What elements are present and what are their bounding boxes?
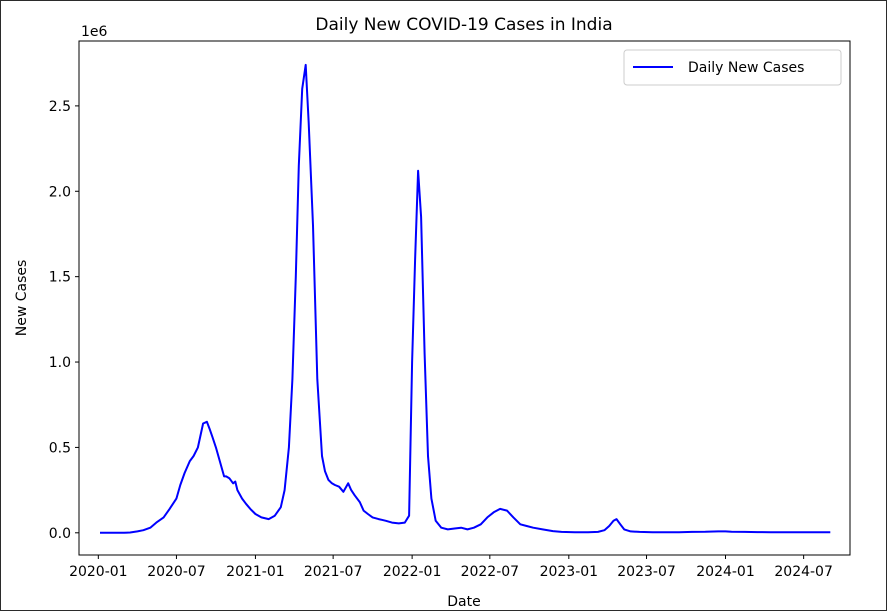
y-offset-label: 1e6 bbox=[81, 24, 108, 40]
x-tick-label: 2023-07 bbox=[617, 564, 676, 580]
x-tick-label: 2020-07 bbox=[147, 564, 206, 580]
y-tick-label: 0.0 bbox=[49, 526, 71, 542]
plot-area bbox=[100, 63, 831, 534]
y-tick-label: 0.5 bbox=[49, 440, 71, 456]
x-tick-label: 2024-07 bbox=[774, 564, 833, 580]
x-tick-label: 2022-07 bbox=[461, 564, 520, 580]
y-tick-label: 1.0 bbox=[49, 355, 71, 371]
axes-frame bbox=[78, 40, 851, 556]
chart-title: Daily New COVID-19 Cases in India bbox=[315, 15, 612, 35]
y-axis: 0.0 0.5 1.0 1.5 2.0 2.5 bbox=[49, 99, 79, 542]
y-axis-label: New Cases bbox=[14, 260, 30, 337]
y-tick-label: 1.5 bbox=[49, 270, 71, 286]
x-axis: 2020-01 2020-07 2021-01 2021-07 2022-01 2022-… bbox=[69, 555, 833, 580]
x-tick-label: 2022-01 bbox=[383, 564, 442, 580]
legend: Daily New Cases bbox=[623, 49, 842, 86]
x-tick-label: 2020-01 bbox=[69, 564, 128, 580]
series-line-daily-new-cases bbox=[100, 63, 831, 534]
y-tick-label: 2.0 bbox=[49, 184, 71, 200]
legend-box bbox=[623, 49, 842, 86]
x-tick-label: 2021-07 bbox=[304, 564, 363, 580]
x-axis-label: Date bbox=[447, 594, 480, 610]
x-tick-label: 2024-01 bbox=[696, 564, 755, 580]
legend-label: Daily New Cases bbox=[688, 60, 804, 76]
x-tick-label: 2023-01 bbox=[540, 564, 599, 580]
x-tick-label: 2021-01 bbox=[226, 564, 285, 580]
y-tick-label: 2.5 bbox=[49, 99, 71, 115]
